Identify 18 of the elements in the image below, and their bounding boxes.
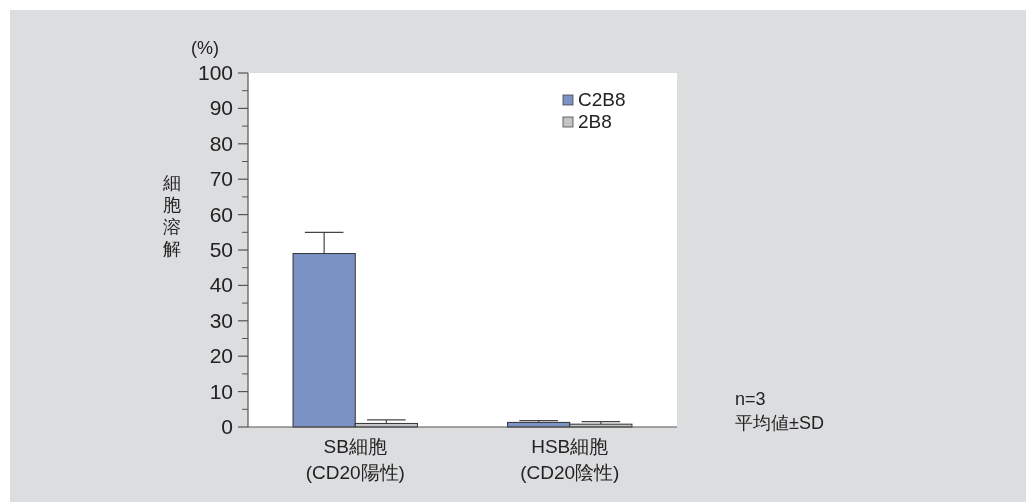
y-tick-label: 20 [209,344,233,368]
x-tick-label: HSB細胞 (CD20陰性) [520,436,620,483]
y-tick-label: 30 [209,308,233,332]
y-tick-label: 80 [209,131,233,155]
text: (%) [191,38,219,58]
y-tick-label: 50 [209,238,233,261]
y-tick-label: 0 [221,415,233,438]
y-tick-label: 60 [209,202,233,226]
legend-label: 2B8 [578,111,612,132]
y-tick-label: 40 [209,273,233,297]
y-tick-label: 90 [209,96,233,120]
y-tick-label: 10 [209,379,233,403]
x-tick-label: SB細胞 (CD20陽性) [305,436,405,483]
y-axis-title: 細胞溶解 [162,173,181,259]
y-tick-label: 100 [197,61,233,84]
y-tick-label: 70 [209,167,233,191]
legend-label: C2B8 [578,89,626,110]
text: n=3 平均値±SD [735,389,824,433]
